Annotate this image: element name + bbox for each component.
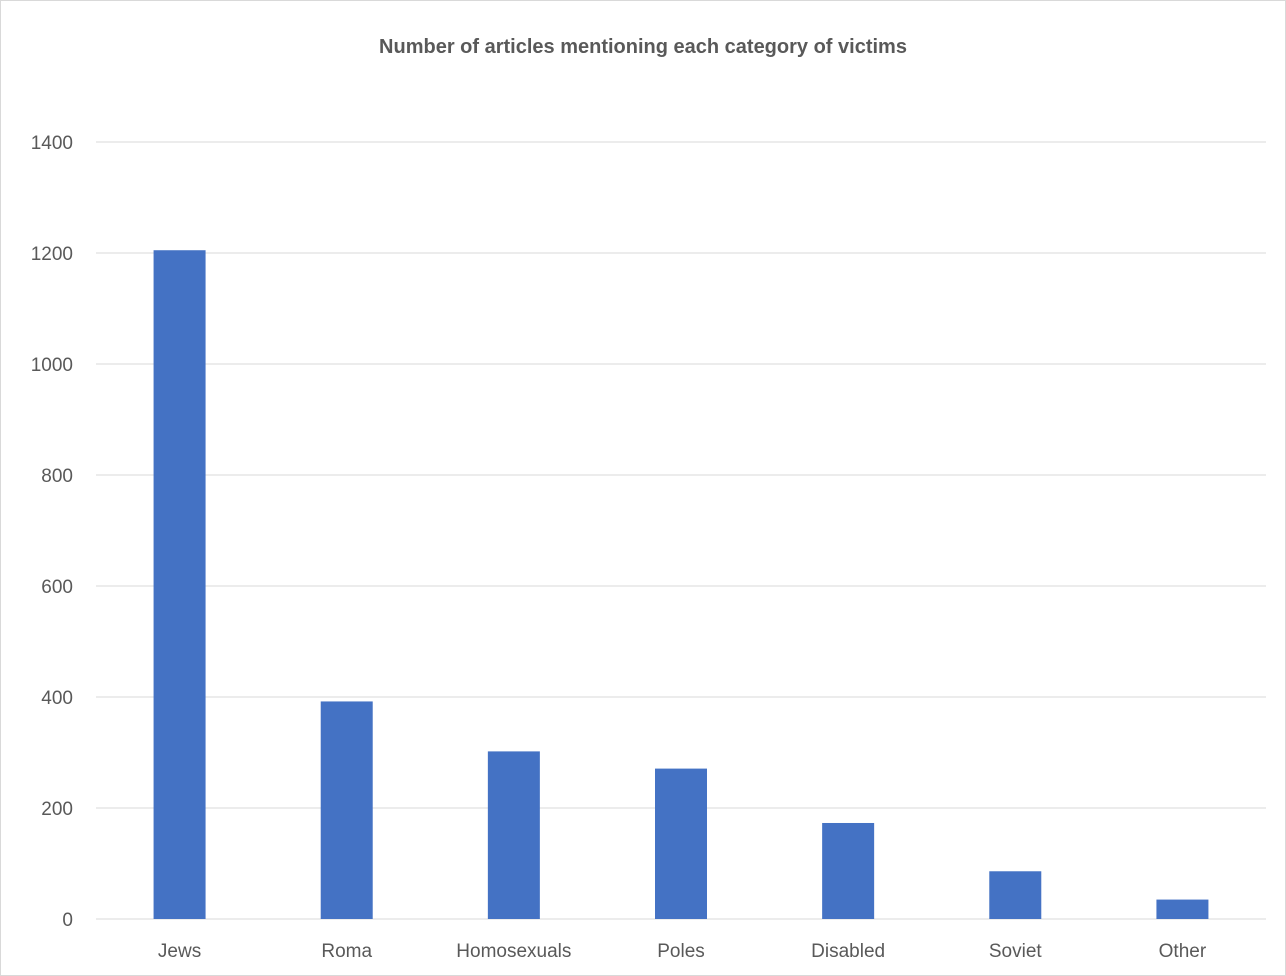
y-tick-label: 600 — [41, 577, 73, 598]
bar-homosexuals — [487, 751, 540, 919]
x-tick-label: Disabled — [811, 941, 885, 962]
bar-poles — [655, 768, 707, 919]
x-tick-label: Poles — [657, 941, 705, 962]
y-tick-label: 1400 — [31, 133, 73, 154]
bars — [153, 250, 1209, 920]
y-tick-label: 800 — [41, 466, 73, 487]
x-tick-label: Other — [1159, 941, 1207, 962]
x-axis-ticks: Jews Roma Homosexuals Poles Disabled Soviet Ot… — [158, 941, 1207, 962]
y-tick-label: 400 — [41, 688, 73, 709]
bar-jews — [153, 250, 206, 920]
gridlines — [96, 141, 1266, 920]
y-tick-label: 200 — [41, 799, 73, 820]
bar-disabled — [822, 822, 875, 919]
chart-title: Number of articles mentioning each categ… — [379, 36, 907, 58]
x-tick-label: Jews — [158, 941, 201, 962]
x-tick-label: Homosexuals — [456, 941, 571, 962]
x-tick-label: Roma — [321, 941, 372, 962]
y-tick-label: 1000 — [31, 355, 73, 376]
bar-other — [1156, 899, 1209, 919]
bar-roma — [320, 701, 373, 919]
y-tick-label: 0 — [62, 910, 73, 931]
y-tick-label: 1200 — [31, 244, 73, 265]
bar-soviet — [989, 871, 1042, 919]
x-tick-label: Soviet — [989, 941, 1043, 962]
y-axis-ticks: 0 200 400 600 800 1000 1200 1400 — [31, 133, 73, 931]
